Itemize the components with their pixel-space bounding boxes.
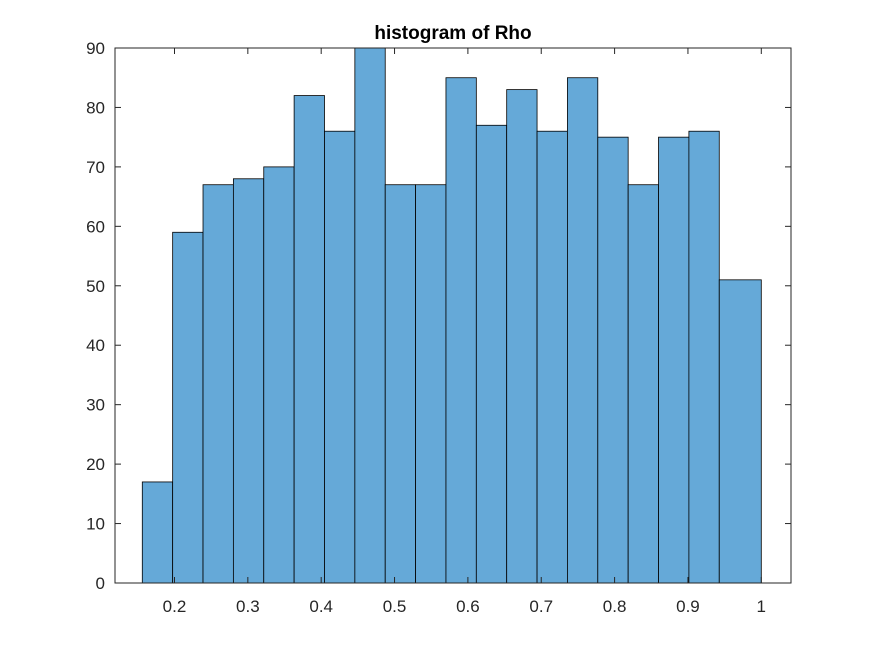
histogram-bar [536, 130, 568, 584]
x-tick-label: 0.4 [309, 597, 333, 616]
histogram-bar [506, 89, 538, 584]
histogram-bar [415, 184, 447, 584]
histogram-bar [354, 47, 386, 584]
histogram-bar [567, 77, 599, 584]
y-axis: 0 10 20 30 40 50 60 70 80 90 [86, 39, 791, 593]
x-tick-label: 0.9 [676, 597, 700, 616]
x-tick-label: 0.3 [236, 597, 260, 616]
histogram-bar [141, 481, 174, 584]
y-tick-label: 80 [86, 98, 105, 117]
histogram-bar [627, 184, 659, 584]
histogram-bar [658, 136, 690, 584]
bars-group [141, 47, 762, 584]
y-tick-label: 50 [86, 277, 105, 296]
x-axis: 0.2 0.3 0.4 0.5 0.6 0.7 0.8 0.9 1 [163, 48, 766, 616]
histogram-bar [263, 166, 295, 584]
x-tick-label: 0.2 [163, 597, 187, 616]
y-tick-label: 40 [86, 336, 105, 355]
histogram-bar [293, 95, 325, 584]
y-tick-label: 90 [86, 39, 105, 58]
histogram-bar [232, 178, 265, 584]
y-tick-label: 20 [86, 455, 105, 474]
x-tick-label: 0.5 [383, 597, 407, 616]
y-tick-label: 30 [86, 396, 105, 415]
axes-box [114, 47, 792, 584]
histogram-bar [445, 77, 477, 584]
histogram-bar [688, 130, 720, 584]
histogram-bar [324, 130, 356, 584]
chart-title: histogram of Rho [374, 23, 531, 44]
x-tick-label: 1 [757, 597, 766, 616]
y-tick-label: 10 [86, 515, 105, 534]
y-tick-label: 0 [96, 574, 105, 593]
x-tick-label: 0.7 [529, 597, 553, 616]
y-tick-label: 70 [86, 158, 105, 177]
histogram-bar [202, 184, 234, 584]
histogram-bar [172, 231, 204, 584]
histogram-bar [384, 184, 416, 584]
x-tick-label: 0.8 [603, 597, 627, 616]
x-tick-label: 0.6 [456, 597, 480, 616]
histogram-bar [597, 136, 629, 584]
histogram-bar [718, 279, 762, 584]
y-tick-label: 60 [86, 217, 105, 236]
histogram-bar [475, 124, 508, 584]
